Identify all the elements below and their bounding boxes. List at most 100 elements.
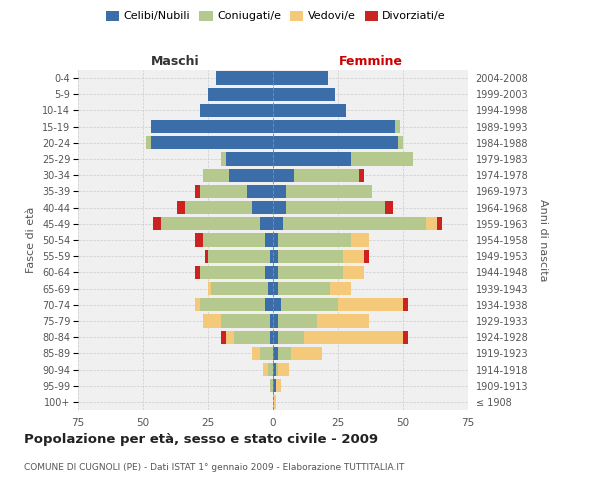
Bar (161, 217, 260, 230)
Bar (385, 201, 392, 214)
Bar (273, 314, 278, 328)
Bar (265, 234, 273, 246)
Bar (273, 234, 278, 246)
Bar (291, 346, 322, 360)
Bar (229, 168, 273, 182)
Bar (234, 330, 271, 344)
Bar (195, 185, 200, 198)
Bar (252, 201, 273, 214)
Bar (283, 217, 427, 230)
Bar (154, 217, 161, 230)
Bar (286, 185, 372, 198)
Bar (177, 201, 185, 214)
Bar (208, 250, 271, 263)
Bar (273, 88, 335, 101)
Bar (273, 120, 395, 134)
Bar (317, 314, 369, 328)
Bar (273, 168, 294, 182)
Bar (263, 363, 268, 376)
Bar (398, 136, 403, 149)
Bar (205, 250, 208, 263)
Text: Maschi: Maschi (151, 56, 200, 68)
Bar (151, 136, 273, 149)
Bar (273, 396, 275, 408)
Bar (265, 298, 273, 312)
Bar (146, 136, 151, 149)
Bar (364, 250, 369, 263)
Bar (278, 250, 343, 263)
Bar (226, 330, 234, 344)
Bar (200, 298, 265, 312)
Bar (281, 298, 338, 312)
Bar (268, 363, 273, 376)
Bar (211, 282, 268, 295)
Bar (278, 363, 289, 376)
Text: Popolazione per età, sesso e stato civile - 2009: Popolazione per età, sesso e stato civil… (24, 432, 378, 446)
Bar (273, 298, 281, 312)
Bar (200, 185, 247, 198)
Bar (273, 282, 278, 295)
Bar (427, 217, 437, 230)
Bar (273, 379, 275, 392)
Bar (252, 346, 260, 360)
Bar (330, 282, 351, 295)
Bar (226, 152, 273, 166)
Bar (208, 88, 273, 101)
Bar (278, 234, 351, 246)
Bar (278, 282, 330, 295)
Bar (195, 266, 200, 279)
Bar (278, 346, 291, 360)
Bar (273, 330, 278, 344)
Bar (273, 250, 278, 263)
Text: COMUNE DI CUGNOLI (PE) - Dati ISTAT 1° gennaio 2009 - Elaborazione TUTTITALIA.IT: COMUNE DI CUGNOLI (PE) - Dati ISTAT 1° g… (24, 462, 404, 471)
Bar (271, 250, 273, 263)
Bar (338, 298, 403, 312)
Bar (271, 330, 273, 344)
Bar (200, 266, 265, 279)
Bar (203, 234, 265, 246)
Bar (271, 314, 273, 328)
Bar (304, 330, 403, 344)
Bar (273, 201, 286, 214)
Bar (395, 120, 400, 134)
Bar (260, 217, 273, 230)
Bar (275, 379, 281, 392)
Bar (268, 282, 273, 295)
Bar (437, 217, 442, 230)
Bar (343, 250, 364, 263)
Bar (359, 168, 364, 182)
Bar (286, 201, 385, 214)
Bar (343, 266, 364, 279)
Bar (278, 314, 317, 328)
Bar (273, 104, 346, 117)
Legend: Celibi/Nubili, Coniugati/e, Vedovi/e, Divorziati/e: Celibi/Nubili, Coniugati/e, Vedovi/e, Di… (106, 10, 446, 22)
Y-axis label: Fasce di età: Fasce di età (26, 207, 37, 273)
Bar (294, 168, 359, 182)
Bar (221, 314, 271, 328)
Bar (151, 120, 273, 134)
Text: Femmine: Femmine (338, 56, 403, 68)
Bar (403, 298, 408, 312)
Bar (195, 298, 200, 312)
Bar (221, 152, 226, 166)
Bar (203, 168, 229, 182)
Y-axis label: Anni di nascita: Anni di nascita (538, 198, 548, 281)
Bar (247, 185, 273, 198)
Bar (273, 363, 275, 376)
Bar (278, 330, 304, 344)
Bar (351, 152, 413, 166)
Bar (351, 234, 369, 246)
Bar (273, 72, 328, 85)
Bar (273, 266, 278, 279)
Bar (200, 104, 273, 117)
Bar (208, 282, 211, 295)
Bar (278, 266, 343, 279)
Bar (265, 266, 273, 279)
Bar (273, 152, 351, 166)
Bar (275, 363, 278, 376)
Bar (271, 379, 273, 392)
Bar (221, 330, 226, 344)
Bar (403, 330, 408, 344)
Bar (195, 234, 203, 246)
Bar (273, 346, 278, 360)
